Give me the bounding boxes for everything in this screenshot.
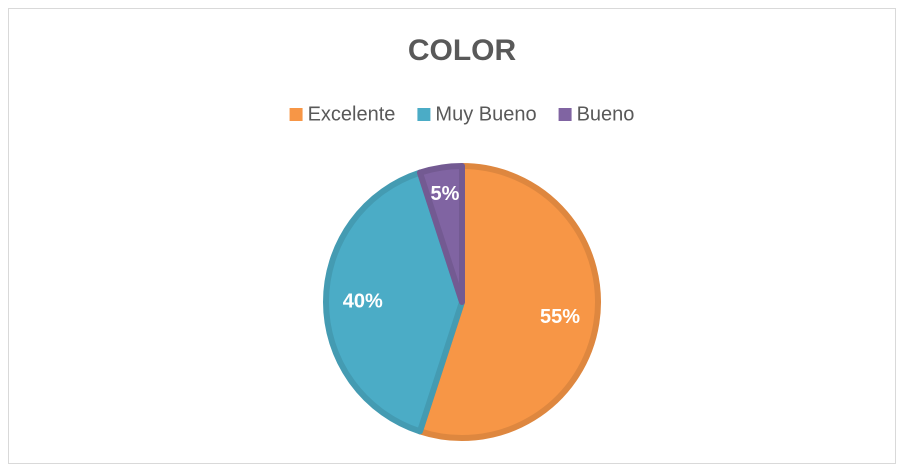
pie-slice bbox=[416, 163, 465, 305]
legend-swatch bbox=[417, 108, 431, 121]
pie: 55% 40% 5% bbox=[323, 163, 601, 441]
data-label: 55% bbox=[540, 306, 580, 328]
legend-label: Bueno bbox=[577, 103, 635, 125]
legend-swatch bbox=[558, 108, 572, 121]
legend-label: Excelente bbox=[308, 103, 396, 125]
legend-swatch bbox=[289, 108, 303, 121]
chart-title: COLOR bbox=[408, 34, 517, 67]
data-label: 5% bbox=[431, 183, 460, 205]
legend-label: Muy Bueno bbox=[435, 103, 536, 125]
pie-slice bbox=[323, 169, 465, 435]
legend: Excelente Muy Bueno Bueno bbox=[289, 103, 635, 125]
data-label: 40% bbox=[343, 290, 383, 312]
